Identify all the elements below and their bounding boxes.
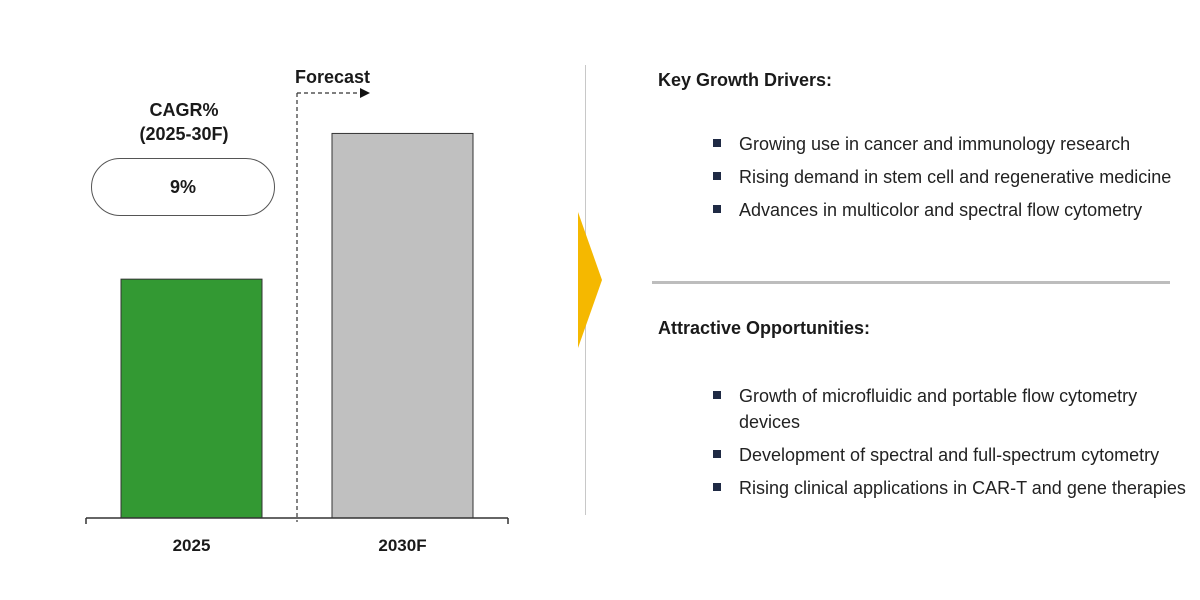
market-bar-chart: 2025 2030F	[85, 88, 509, 555]
cagr-value-badge: 9%	[91, 158, 275, 216]
key-growth-drivers-title: Key Growth Drivers:	[658, 70, 833, 90]
section-divider	[652, 281, 1170, 284]
list-item: Development of spectral and full-spectru…	[713, 442, 1188, 468]
cagr-title-line1: CAGR%	[149, 100, 219, 120]
list-item: Rising demand in stem cell and regenerat…	[713, 164, 1188, 190]
attractive-opportunities-title: Attractive Opportunities:	[658, 318, 871, 338]
cagr-title: CAGR% (2025-30F)	[110, 98, 258, 146]
bar-2025	[120, 278, 263, 519]
square-bullet-icon	[713, 172, 721, 180]
bar-2030f	[331, 132, 474, 519]
list-item: Advances in multicolor and spectral flow…	[713, 197, 1188, 223]
list-item: Rising clinical applications in CAR-T an…	[713, 475, 1188, 501]
cagr-value: 9%	[169, 176, 196, 197]
attractive-opportunities-section: Attractive Opportunities: Growth of micr…	[658, 318, 1188, 508]
chevron-right-icon	[578, 212, 602, 348]
x-tick-label-2025: 2025	[173, 536, 211, 555]
forecast-arrowhead-icon	[360, 88, 370, 98]
square-bullet-icon	[713, 450, 721, 458]
key-growth-drivers-list: Growing use in cancer and immunology res…	[713, 131, 1188, 223]
x-tick-label-2030f: 2030F	[378, 536, 426, 555]
attractive-opportunities-list: Growth of microfluidic and portable flow…	[713, 383, 1188, 501]
square-bullet-icon	[713, 205, 721, 213]
list-item: Growth of microfluidic and portable flow…	[713, 383, 1188, 435]
key-growth-drivers-section: Key Growth Drivers: Growing use in cance…	[658, 70, 1188, 230]
cagr-title-line2: (2025-30F)	[139, 124, 229, 144]
square-bullet-icon	[713, 483, 721, 491]
forecast-label: Forecast	[295, 67, 371, 87]
square-bullet-icon	[713, 139, 721, 147]
list-item: Growing use in cancer and immunology res…	[713, 131, 1188, 157]
square-bullet-icon	[713, 391, 721, 399]
